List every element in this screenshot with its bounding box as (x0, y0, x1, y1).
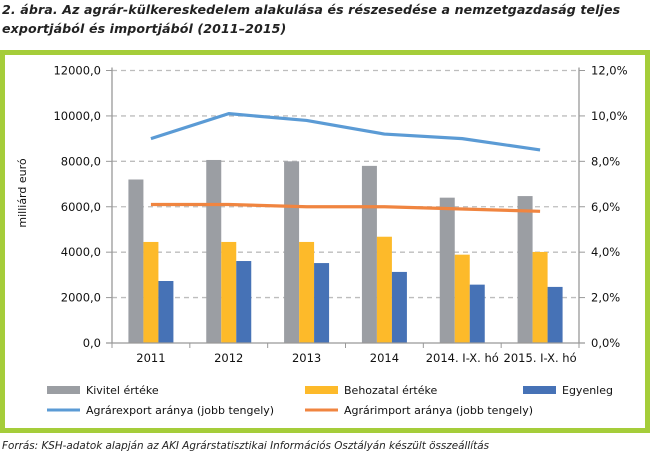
bar-behozatal-rt-ke (143, 241, 159, 343)
y-right-tick-label: 4,0% (591, 245, 620, 259)
bar-egyenleg (236, 261, 252, 343)
x-tick-label: 2013 (292, 351, 321, 365)
y-tick-label: 0,0 (83, 336, 101, 350)
x-tick-label: 2015. I-X. hó (504, 351, 577, 365)
legend-label: Agrárimport aránya (jobb tengely) (344, 404, 533, 417)
y-right-tick-label: 2,0% (591, 291, 620, 305)
bar-kivitel-rt-ke (128, 179, 144, 343)
y-tick-label: 6000,0 (61, 200, 101, 214)
y-tick-label: 2000,0 (61, 291, 101, 305)
bars (128, 159, 563, 343)
figure-title: 2. ábra. Az agrár-külkereskedelem alakul… (2, 0, 642, 38)
y-right-tick-label: 0,0% (591, 336, 620, 350)
bar-behozatal-rt-ke (221, 241, 237, 343)
y-tick-label: 10000,0 (53, 109, 101, 123)
legend-item: Agrárexport aránya (jobb tengely) (47, 404, 274, 417)
line-series (150, 112, 541, 152)
bar-kivitel-rt-ke (361, 165, 377, 343)
chart-frame (0, 50, 650, 433)
figure-title-line-1: 2. ábra. Az agrár-külkereskedelem alakul… (2, 2, 621, 17)
gridlines (112, 69, 579, 299)
x-tick-label: 2011 (136, 351, 165, 365)
legend-label: Kivitel értéke (86, 384, 159, 397)
bar-behozatal-rt-ke (376, 236, 392, 343)
y-right-tick-label: 12,0% (591, 64, 628, 78)
bar-egyenleg (547, 286, 563, 343)
bar-egyenleg (314, 263, 330, 343)
x-tick-label: 2014. I-X. hó (426, 351, 499, 365)
bar-kivitel-rt-ke (284, 161, 300, 343)
x-tick-label: 2014 (370, 351, 399, 365)
y-tick-label: 8000,0 (61, 154, 101, 168)
bar-egyenleg (469, 284, 485, 343)
legend-swatch (305, 386, 338, 394)
bar-kivitel-rt-ke (517, 196, 533, 343)
y-axis-label: milliárd euró (16, 158, 29, 228)
axes: 0,0 0,0% 2000,0 2,0% 4000,0 4,0% 6000,0 6,0% 800… (53, 64, 627, 366)
y-right-tick-label: 8,0% (591, 154, 620, 168)
legend-swatch (523, 386, 556, 394)
legend-item: Behozatal értéke (305, 384, 437, 397)
legend-label: Behozatal értéke (344, 384, 437, 397)
legend: Kivitel értéke Behozatal értéke Egyenleg Ag… (47, 384, 613, 417)
y-right-tick-label: 6,0% (591, 200, 620, 214)
bar-kivitel-rt-ke (206, 159, 222, 343)
bar-behozatal-rt-ke (299, 241, 315, 343)
lines (150, 112, 541, 213)
legend-label: Agrárexport aránya (jobb tengely) (86, 404, 274, 417)
legend-item: Kivitel értéke (47, 384, 159, 397)
x-tick-label: 2012 (214, 351, 243, 365)
legend-swatch (47, 386, 80, 394)
bar-egyenleg (158, 281, 174, 343)
legend-item: Egyenleg (523, 384, 613, 397)
bar-behozatal-rt-ke (454, 254, 470, 343)
y-right-tick-label: 10,0% (591, 109, 628, 123)
bar-behozatal-rt-ke (532, 251, 548, 343)
y-tick-label: 4000,0 (61, 245, 101, 259)
y-tick-label: 12000,0 (53, 64, 101, 78)
source-note: Forrás: KSH-adatok alapján az AKI Agrárs… (2, 440, 490, 452)
line-series (150, 202, 541, 213)
legend-item: Agrárimport aránya (jobb tengely) (305, 404, 533, 417)
figure-title-line-2: exportjából és importjából (2011–2015) (2, 21, 287, 36)
bar-kivitel-rt-ke (439, 197, 455, 343)
bar-egyenleg (391, 271, 407, 343)
legend-label: Egyenleg (562, 384, 613, 397)
